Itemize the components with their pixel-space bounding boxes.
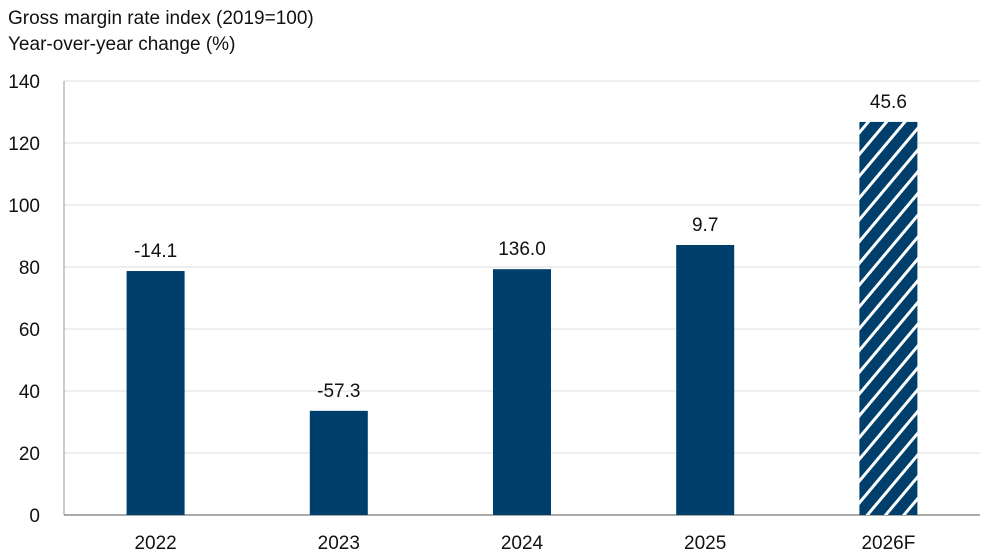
x-tick-label: 2026F [861, 533, 915, 554]
y-tick-label: 0 [29, 506, 40, 527]
data-label: 45.6 [870, 92, 907, 113]
x-tick-label: 2023 [318, 533, 360, 554]
bar-2023 [309, 410, 368, 515]
y-tick-label: 140 [8, 72, 40, 93]
y-tick-label: 120 [8, 134, 40, 155]
x-tick-label: 2024 [501, 533, 544, 554]
y-tick-label: 80 [19, 258, 40, 279]
bar-2022 [126, 271, 185, 515]
x-tick-label: 2022 [134, 533, 176, 554]
y-tick-label: 40 [19, 382, 40, 403]
chart-title: Gross margin rate index (2019=100) [8, 8, 314, 29]
y-tick-label: 20 [19, 444, 40, 465]
bar-2025 [676, 244, 735, 516]
data-label: -57.3 [317, 381, 360, 402]
data-label: -14.1 [134, 241, 177, 262]
chart-subtitle: Year-over-year change (%) [8, 34, 236, 55]
y-tick-label: 100 [8, 196, 40, 217]
y-tick-label: 60 [19, 320, 40, 341]
data-label: 9.7 [692, 215, 718, 236]
data-label: 136.0 [498, 239, 546, 260]
bar-2026f [859, 121, 918, 516]
x-tick-label: 2025 [684, 533, 726, 554]
bar-2024 [493, 269, 551, 515]
